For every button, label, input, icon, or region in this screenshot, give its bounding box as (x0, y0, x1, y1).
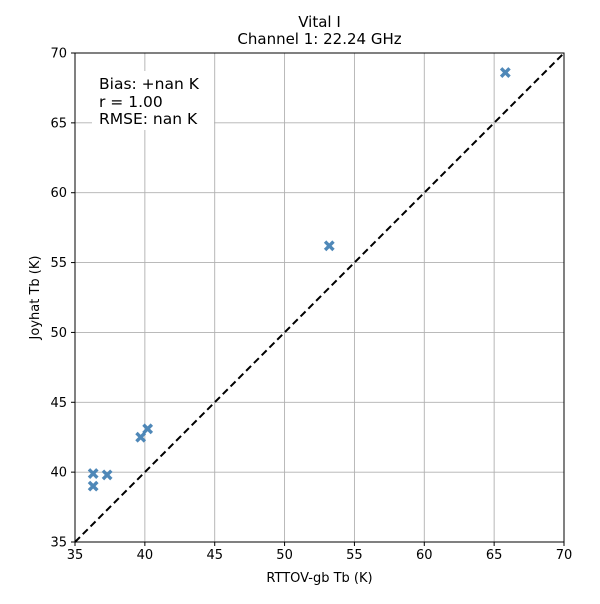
annotation-rmse: RMSE: nan K (99, 110, 198, 128)
data-point (499, 67, 511, 78)
x-tick-label: 60 (416, 548, 433, 563)
x-tick-label: 65 (486, 548, 503, 563)
y-tick-label: 60 (50, 186, 67, 201)
y-tick-label: 70 (50, 47, 67, 62)
grid-lines (74, 52, 565, 543)
y-tick-label: 65 (50, 116, 67, 131)
axis-ticks: 35 40 45 50 55 60 65 70 35 40 45 50 55 60 65 70 (50, 47, 572, 564)
y-tick-label: 55 (50, 256, 67, 271)
reference-line (74, 52, 565, 543)
y-axis-label: Joyhat Tb (K) (28, 256, 43, 341)
data-point (87, 468, 99, 479)
annotation-box (92, 71, 214, 130)
y-tick-label: 35 (50, 536, 67, 551)
x-tick-label: 50 (276, 548, 293, 563)
data-point (135, 431, 147, 443)
x-tick-label: 35 (67, 548, 84, 563)
data-point (101, 469, 113, 481)
data-point (87, 480, 99, 492)
data-points (87, 67, 511, 492)
plot-frame (74, 52, 565, 543)
stats-annotation: Bias: +nan K r = 1.00 RMSE: nan K (92, 71, 214, 130)
y-tick-label: 50 (50, 326, 67, 341)
data-point (323, 240, 335, 252)
reference-line-group (74, 52, 565, 543)
y-tick-label: 45 (50, 396, 67, 411)
x-axis-label: RTTOV-gb Tb (K) (266, 571, 372, 586)
annotation-bias: Bias: +nan K (99, 75, 200, 93)
x-tick-label: 55 (346, 548, 363, 563)
x-tick-label: 70 (556, 548, 573, 563)
x-tick-label: 45 (206, 548, 223, 563)
y-tick-label: 40 (50, 466, 67, 481)
x-tick-label: 40 (137, 548, 154, 563)
annotation-r: r = 1.00 (99, 93, 163, 111)
chart-title: Vital I (298, 13, 341, 31)
data-point (142, 423, 154, 435)
chart-subtitle: Channel 1: 22.24 GHz (237, 30, 401, 48)
